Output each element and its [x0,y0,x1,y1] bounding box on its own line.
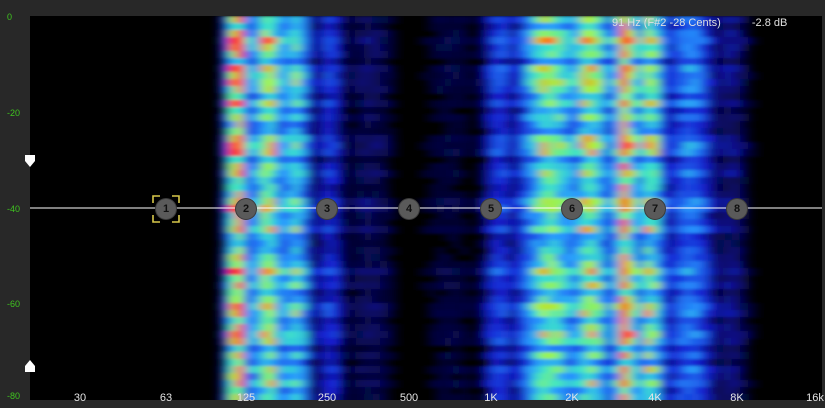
eq-band-node-7[interactable]: 7 [645,198,665,219]
db-tick-label: -40 [7,203,21,214]
freq-tick-label: 250 [317,392,337,404]
db-tick-label: 0 [7,12,13,22]
selected-band-bracket-icon [152,194,180,223]
freq-tick-label: 30 [73,392,87,404]
eq-band-node-3[interactable]: 3 [317,198,337,219]
eq-band-node-4[interactable]: 4 [399,198,419,219]
db-tick-label: -60 [7,299,21,310]
range-top-handle-icon[interactable] [24,154,36,168]
freq-tick-label: 1K [484,392,498,404]
eq-band-node-5[interactable]: 5 [481,198,501,219]
gain-readout: -2.8 dB [751,17,788,29]
freq-tick-label: 4K [648,392,662,404]
range-bottom-handle-icon[interactable] [24,359,36,373]
db-tick-label: -20 [7,107,21,118]
eq-band-node-2[interactable]: 2 [236,198,256,219]
freq-tick-label: 500 [399,392,419,404]
freq-tick-label: 125 [236,392,256,404]
freq-tick-label: 8K [730,392,744,404]
eq-band-node-1[interactable]: 1 [156,198,176,219]
db-tick-label: -80 [7,391,21,401]
eq-band-node-6[interactable]: 6 [562,198,582,219]
spectrogram-display[interactable] [30,16,822,400]
pitch-readout: 91 Hz (F#2 -28 Cents) [612,17,721,29]
freq-tick-label: 63 [159,392,173,404]
cursor-readout: 91 Hz (F#2 -28 Cents) -2.8 dB [612,17,787,29]
spectrogram-heatmap [30,16,822,400]
freq-tick-label: 16k [806,392,824,404]
freq-tick-label: 2K [565,392,579,404]
eq-band-node-8[interactable]: 8 [727,198,747,219]
